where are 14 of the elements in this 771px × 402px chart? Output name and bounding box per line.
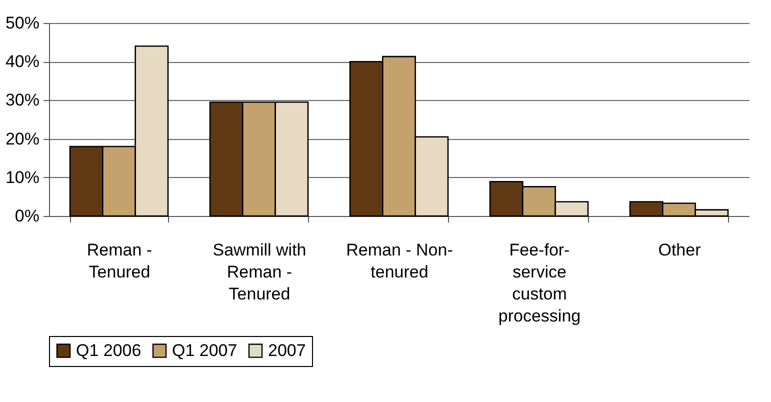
x-tick-label: Reman - Non-tenured [346,240,453,282]
y-tick-label: 40% [5,52,40,72]
legend-label: Q1 2006 [76,340,142,360]
legend-label: Q1 2007 [172,340,238,360]
legend-label: 2007 [268,340,306,360]
x-tick-label: Fee-for-service custom processing [498,240,581,326]
y-tick-label: 50% [5,14,40,32]
y-tick-label: 20% [5,129,40,148]
x-tick-label: Sawmill with Reman - Tenured [212,240,306,304]
x-tick-label: Reman - Tenured [86,240,152,282]
y-tick-label: 30% [5,90,40,110]
x-tick-label: Other [658,240,702,260]
y-tick-label: 0% [14,206,40,226]
y-tick-label: 10% [5,168,40,187]
